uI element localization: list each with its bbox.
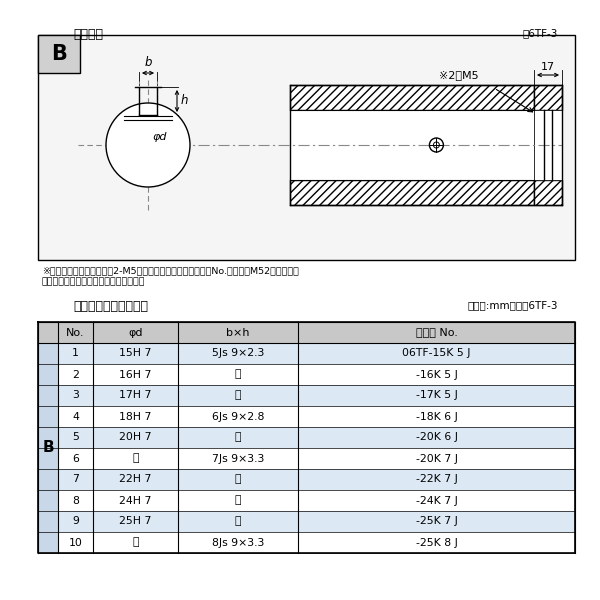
- Text: h: h: [181, 94, 188, 107]
- Text: -25K 8 J: -25K 8 J: [416, 538, 457, 547]
- Text: 〃: 〃: [235, 391, 241, 401]
- Bar: [38, 343, 58, 553]
- Text: 25H 7: 25H 7: [119, 517, 152, 527]
- Text: b: b: [144, 56, 152, 69]
- Text: 〃: 〃: [132, 454, 139, 463]
- Circle shape: [433, 142, 439, 148]
- Text: -24K 7 J: -24K 7 J: [416, 496, 457, 505]
- Bar: [534, 85, 562, 110]
- Text: 図6TF-3: 図6TF-3: [523, 28, 558, 38]
- Bar: [38, 35, 575, 260]
- Bar: [290, 85, 534, 110]
- Text: 16H 7: 16H 7: [119, 370, 152, 379]
- Text: 3: 3: [72, 391, 79, 401]
- Text: 8Js 9×3.3: 8Js 9×3.3: [212, 538, 264, 547]
- Bar: [534, 180, 562, 205]
- Text: 7: 7: [72, 475, 79, 485]
- Bar: [58, 448, 575, 469]
- Text: ※2－M5: ※2－M5: [439, 70, 479, 80]
- Bar: [290, 110, 534, 180]
- Text: 8: 8: [72, 496, 79, 505]
- Bar: [58, 343, 575, 364]
- Text: -20K 7 J: -20K 7 J: [415, 454, 458, 463]
- Text: B: B: [51, 44, 67, 64]
- Text: -16K 5 J: -16K 5 J: [416, 370, 457, 379]
- Text: 24H 7: 24H 7: [119, 496, 152, 505]
- Text: 〃: 〃: [132, 538, 139, 547]
- Text: No.: No.: [66, 328, 85, 337]
- Text: 軸穴形状コード一覧表: 軸穴形状コード一覧表: [73, 300, 148, 313]
- Text: -18K 6 J: -18K 6 J: [416, 412, 457, 421]
- Text: 17: 17: [541, 62, 555, 72]
- Text: 〃: 〃: [235, 370, 241, 379]
- Bar: [58, 427, 575, 448]
- Circle shape: [106, 103, 190, 187]
- Text: 06TF-15K 5 J: 06TF-15K 5 J: [402, 349, 471, 358]
- Text: 〃: 〃: [235, 433, 241, 443]
- Text: 7Js 9×3.3: 7Js 9×3.3: [212, 454, 264, 463]
- Text: 9: 9: [72, 517, 79, 527]
- Circle shape: [430, 138, 443, 152]
- Text: 〃: 〃: [235, 475, 241, 485]
- Bar: [58, 511, 575, 532]
- Text: 10: 10: [68, 538, 82, 547]
- Bar: [38, 35, 80, 73]
- Text: 1: 1: [72, 349, 79, 358]
- Text: -20K 6 J: -20K 6 J: [415, 433, 458, 443]
- Text: -22K 7 J: -22K 7 J: [416, 475, 457, 485]
- Text: 5: 5: [72, 433, 79, 443]
- Text: （単位:mm）　表6TF-3: （単位:mm） 表6TF-3: [467, 300, 558, 310]
- Text: -17K 5 J: -17K 5 J: [416, 391, 457, 401]
- Text: 5Js 9×2.3: 5Js 9×2.3: [212, 349, 264, 358]
- Text: コード No.: コード No.: [416, 328, 457, 337]
- Text: φd: φd: [152, 132, 167, 142]
- Text: 〃: 〃: [235, 496, 241, 505]
- Bar: [58, 364, 575, 385]
- Bar: [534, 110, 562, 180]
- Text: B: B: [42, 440, 54, 455]
- Bar: [38, 322, 58, 343]
- Bar: [58, 322, 575, 343]
- Text: 15H 7: 15H 7: [119, 349, 152, 358]
- Text: 軸穴形状: 軸穴形状: [73, 28, 103, 41]
- Text: 6Js 9×2.8: 6Js 9×2.8: [212, 412, 264, 421]
- Text: 4: 4: [72, 412, 79, 421]
- Text: 18H 7: 18H 7: [119, 412, 152, 421]
- Text: -25K 7 J: -25K 7 J: [416, 517, 457, 527]
- Text: φd: φd: [128, 328, 143, 337]
- Text: 6: 6: [72, 454, 79, 463]
- Bar: [58, 385, 575, 406]
- Text: 〃: 〃: [235, 517, 241, 527]
- Text: 2: 2: [72, 370, 79, 379]
- Bar: [58, 469, 575, 490]
- Bar: [58, 406, 575, 427]
- Text: 22H 7: 22H 7: [119, 475, 152, 485]
- Text: ※セットボルト用タップ（2-M5）が必要な場合は右記コードNo.の末尾にM52を付ける。: ※セットボルト用タップ（2-M5）が必要な場合は右記コードNo.の末尾にM52を…: [42, 266, 299, 275]
- Bar: [58, 532, 575, 553]
- Bar: [58, 490, 575, 511]
- Text: b×h: b×h: [226, 328, 250, 337]
- Text: （セットボルトは付属されています。）: （セットボルトは付属されています。）: [42, 277, 146, 286]
- Bar: [290, 180, 534, 205]
- Text: 17H 7: 17H 7: [119, 391, 152, 401]
- Text: 20H 7: 20H 7: [119, 433, 152, 443]
